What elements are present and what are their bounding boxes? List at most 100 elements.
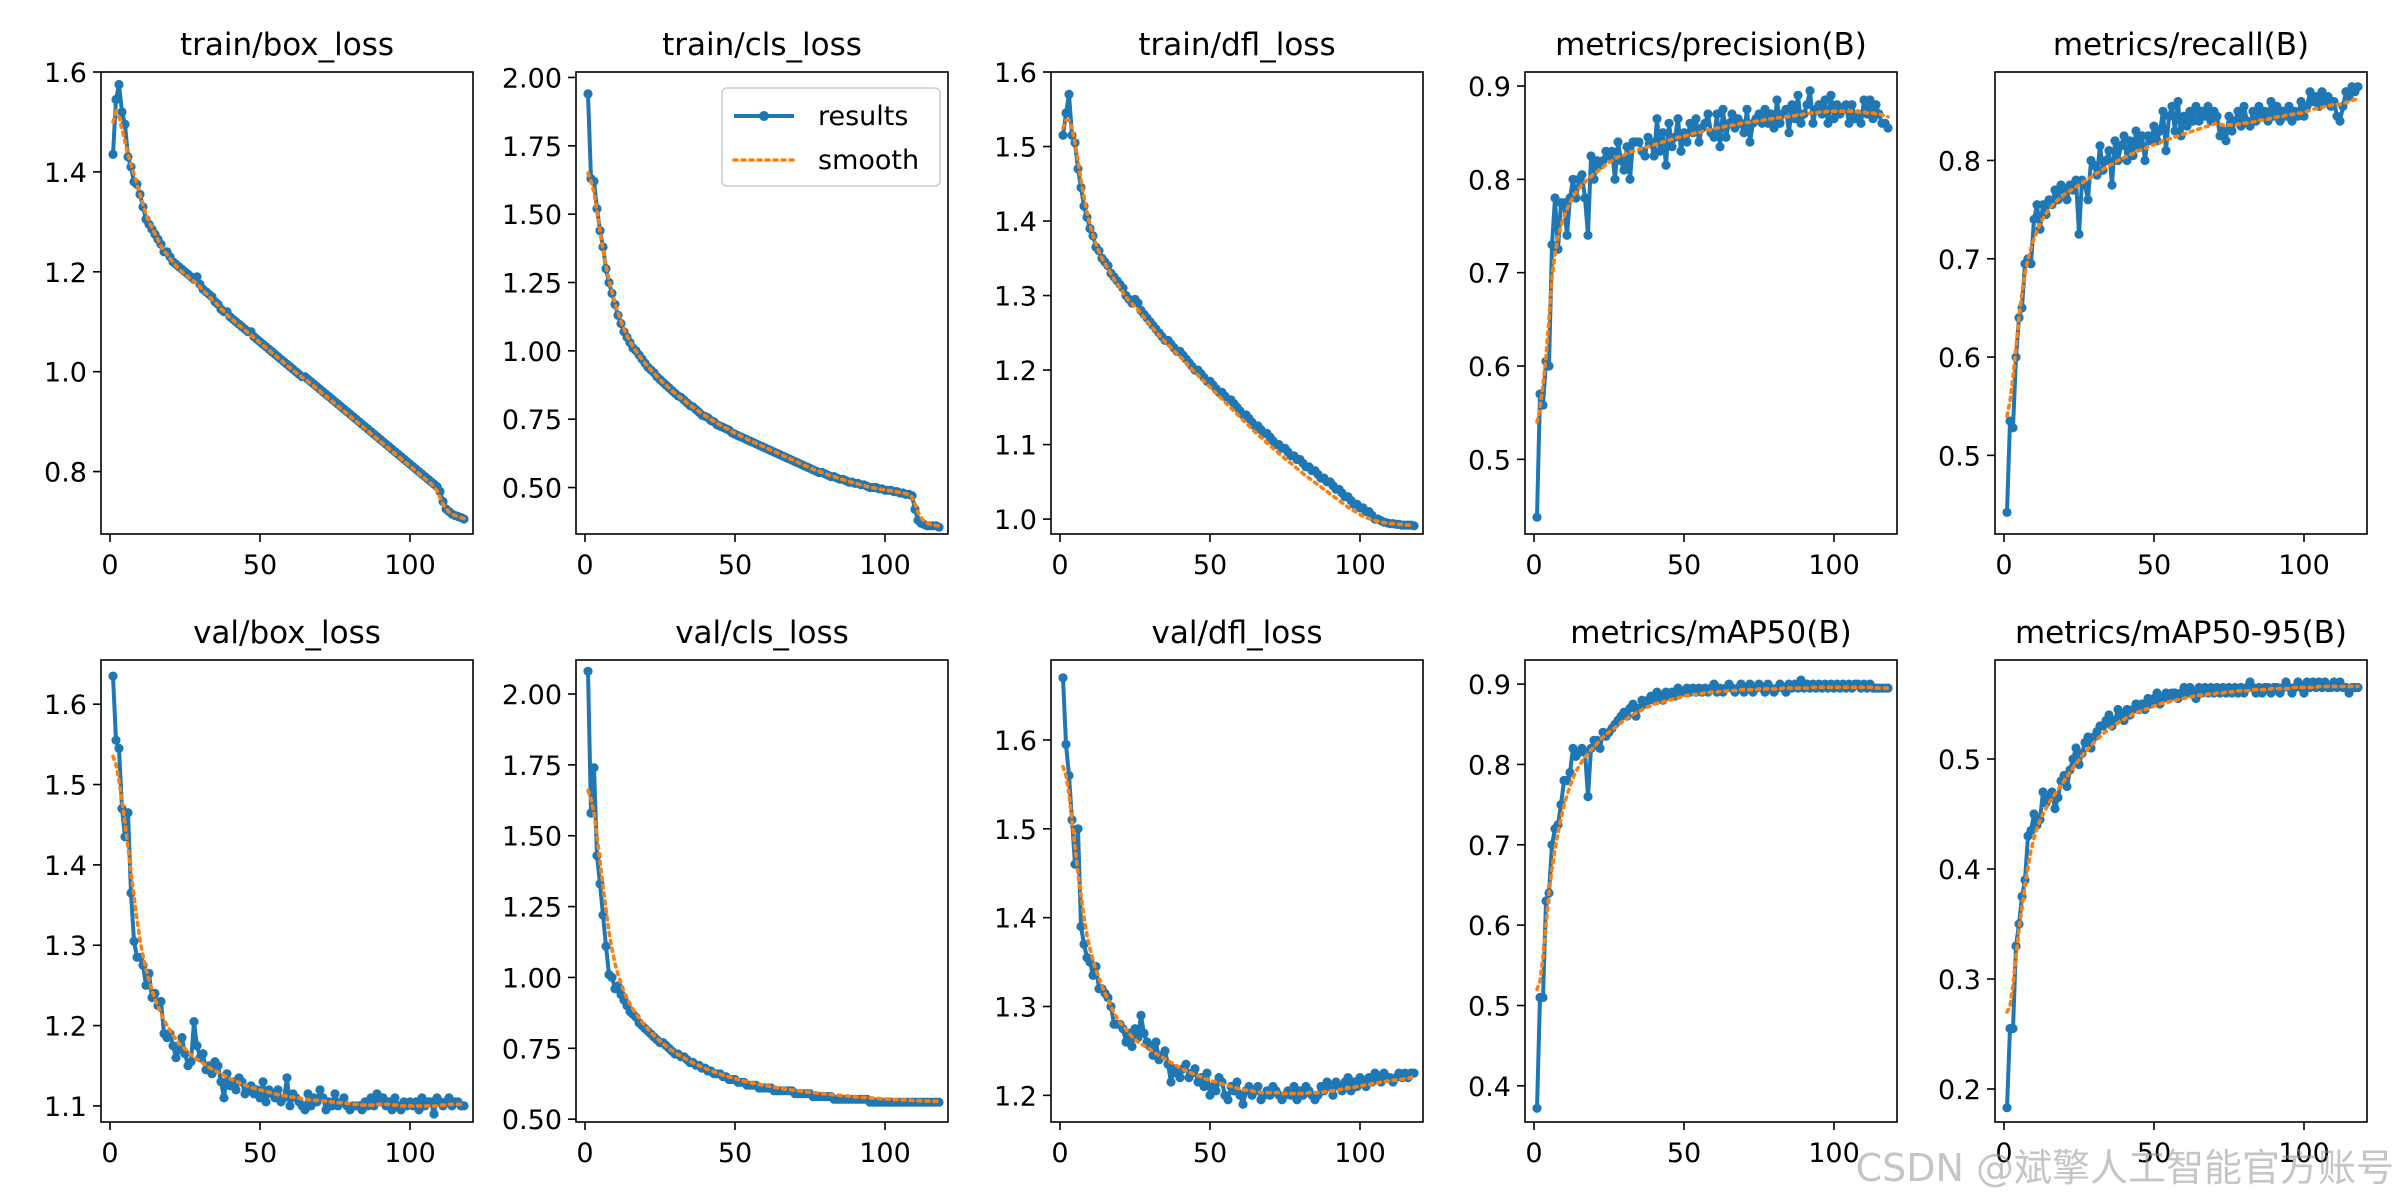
results-point (180, 1049, 190, 1059)
subplot-title: metrics/mAP50(B) (1570, 615, 1851, 651)
results-point (1721, 132, 1731, 142)
results-point (1793, 90, 1803, 100)
results-point (273, 1085, 283, 1095)
plot-area (1532, 675, 1893, 1113)
y-tick-label: 0.8 (1938, 146, 1981, 177)
results-point (2335, 116, 2345, 126)
x-tick-label: 0 (1051, 1138, 1068, 1169)
x-tick-label: 50 (2137, 550, 2171, 581)
results-point (129, 936, 139, 946)
results-point (114, 79, 124, 90)
results-point (2008, 1023, 2018, 1034)
results-point (1583, 792, 1593, 802)
results-point (390, 1093, 400, 1103)
subplot-title: val/dfl_loss (1152, 615, 1323, 651)
y-tick-label: 0.7 (1468, 831, 1511, 862)
results-point (2029, 809, 2039, 819)
y-tick-label: 1.4 (44, 158, 87, 189)
y-tick-label: 1.6 (44, 58, 87, 89)
results-point (2134, 141, 2144, 151)
legend: results smooth (721, 87, 941, 187)
plot-area (2002, 82, 2363, 517)
results-point (583, 666, 593, 676)
results-point (1199, 1081, 1209, 1092)
results-point (330, 1089, 340, 1099)
results-point (261, 1097, 271, 1107)
results-point (2038, 787, 2048, 797)
results-point (583, 89, 593, 99)
smooth-line (586, 171, 941, 528)
subplot-train-box-loss: train/box_loss 0 50 100 0.8 1.0 1.2 1.4 1.6 (44, 27, 474, 581)
results-point (1847, 100, 1857, 110)
results-point (1562, 775, 1572, 786)
smooth-line (1535, 685, 1890, 992)
results-point (2116, 141, 2126, 151)
results-point (1700, 118, 1710, 128)
plot-area (583, 666, 944, 1107)
results-point (2095, 141, 2105, 151)
plot-area (1058, 89, 1419, 531)
results-point (177, 1033, 187, 1043)
results-point (1166, 1077, 1176, 1087)
y-tick-label: 1.2 (44, 1012, 87, 1043)
axes-frame (1994, 71, 2368, 535)
results-point (2083, 195, 2093, 205)
results-point (1232, 1077, 1242, 1087)
y-tick-label: 0.7 (1468, 259, 1511, 290)
results-point (1181, 1059, 1191, 1069)
y-tick-label: 0.3 (1938, 965, 1981, 996)
axes-frame (1524, 71, 1898, 535)
results-point (1238, 1099, 1248, 1109)
results-point (111, 735, 121, 745)
x-tick-label: 0 (1995, 550, 2012, 581)
results-point (1211, 1086, 1221, 1096)
results-point (1739, 128, 1749, 138)
results-point (1562, 230, 1572, 240)
x-tick-label: 100 (859, 1138, 911, 1169)
smooth-line (1535, 109, 1890, 424)
results-point (282, 1073, 292, 1083)
results-point (1805, 86, 1815, 96)
results-point (219, 1093, 229, 1103)
y-tick-label: 1.75 (502, 132, 562, 163)
legend-marker (759, 111, 769, 121)
results-point (2218, 126, 2228, 136)
x-tick-label: 0 (1525, 1138, 1542, 1169)
legend-label: results (818, 101, 908, 132)
results-point (1871, 100, 1881, 110)
results-point (1583, 230, 1593, 240)
y-tick-label: 1.00 (502, 963, 562, 994)
results-point (189, 1017, 199, 1027)
results-point (1175, 1073, 1185, 1083)
results-point (1532, 1103, 1542, 1113)
results-point (1607, 146, 1617, 156)
results-point (1775, 118, 1785, 128)
axes-frame (1050, 659, 1424, 1123)
x-tick-label: 0 (576, 550, 593, 581)
x-tick-label: 100 (1808, 1138, 1860, 1169)
results-point (285, 1101, 295, 1111)
y-tick-label: 0.4 (1468, 1072, 1511, 1103)
results-point (1661, 160, 1671, 170)
y-tick-label: 0.50 (502, 1105, 562, 1136)
results-point (114, 743, 124, 754)
plot-area (108, 671, 469, 1119)
results-point (2227, 126, 2237, 136)
results-point (2107, 180, 2117, 190)
results-point (1073, 824, 1083, 834)
results-point (1190, 1064, 1200, 1074)
x-tick-label: 50 (243, 550, 277, 581)
results-point (2164, 111, 2174, 121)
x-tick-label: 100 (859, 550, 911, 581)
results-point (156, 996, 166, 1007)
smooth-line (111, 107, 466, 521)
results-point (1223, 1095, 1233, 1105)
y-tick-label: 0.8 (1468, 165, 1511, 196)
results-point (1058, 130, 1068, 140)
subplot-train-dfl-loss: train/dfl_loss 0 50 100 1.0 1.1 1.2 1.3 1.4 1.5 1.… (994, 27, 1424, 581)
results-point (1715, 142, 1725, 152)
results-point (1058, 673, 1068, 683)
y-tick-label: 1.4 (44, 851, 87, 882)
results-point (123, 808, 133, 818)
x-tick-label: 100 (1808, 550, 1860, 581)
